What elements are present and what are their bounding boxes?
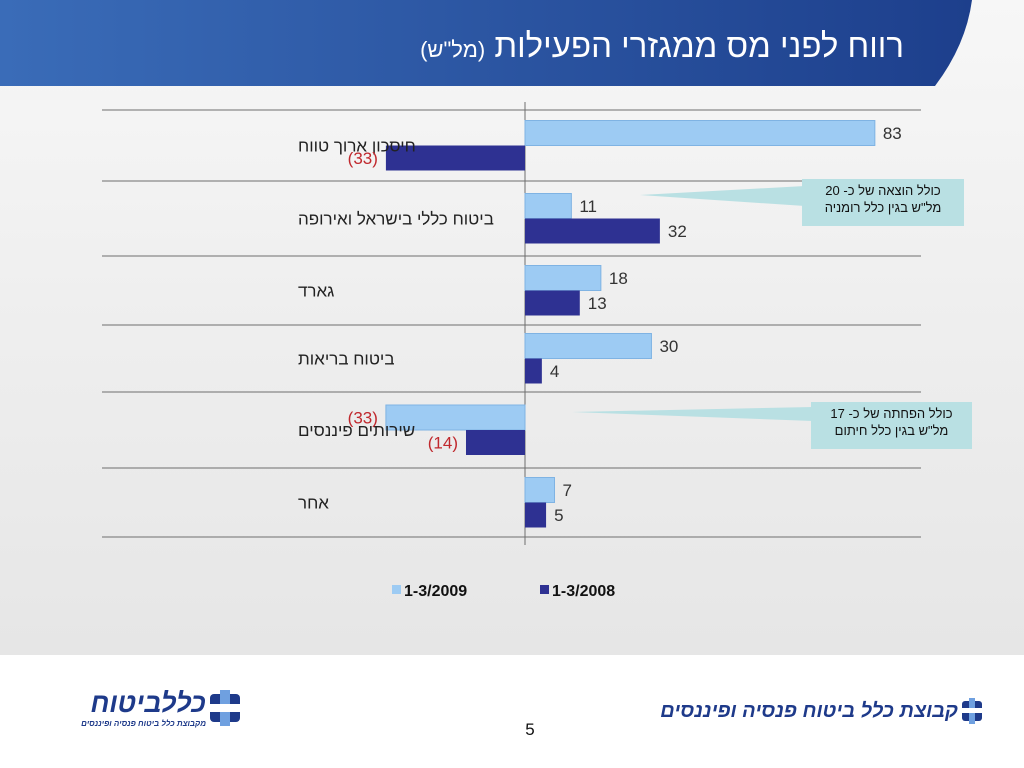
header-shape [0,0,972,86]
annotation-line: כולל הפחתה של כ- 17 [830,406,953,421]
legend-label: 1-3/2009 [404,583,467,600]
data-label: 18 [609,269,628,288]
annotation-line: מל"ש בגין כלל חיתום [834,423,949,438]
annotation-line: כולל הוצאה של כ- 20 [825,183,941,198]
callout-pointer [640,186,805,206]
data-label: 83 [883,124,902,143]
bar-series-2008 [525,502,547,528]
category-label: שירותים פיננסים [298,421,415,440]
category-label: חיסכון ארוך טווח [298,137,416,156]
bar-series-2009 [524,265,602,291]
annotation-underwriting: כולל הפחתה של כ- 17 מל"ש בגין כלל חיתום [811,402,972,449]
annotation-line: מל"ש בגין כלל רומניה [824,200,942,215]
category-label: גארד [298,282,334,301]
data-label: 7 [563,481,572,500]
data-label: 11 [579,197,597,216]
bar-series-2009 [524,477,556,503]
category-label: ביטוח בריאות [298,350,395,369]
chart: חיסכון ארוך טווח 83 (33) ביטוח כללי בישראל … [102,102,921,600]
bar-series-2009 [524,120,876,146]
chart-bars [385,120,876,528]
logo-mark-small-icon [962,698,982,724]
header-banner: רווח לפני מס ממגזרי הפעילות (מל"ש) [0,0,1024,86]
data-label: 32 [668,222,687,241]
chart-legend: 1-3/2009 1-3/2008 [392,583,615,600]
brand-logo-left: כללביטוח מקבוצת כלל ביטוח פנסיה ופיננסים [60,688,250,733]
bar-series-2008 [385,145,525,171]
bar-series-2008 [465,430,525,455]
bar-series-2008 [525,290,580,316]
bar-series-2009 [524,193,572,219]
callouts [572,186,813,421]
brand-logo-right: קבוצת כלל ביטוח פנסיה ופיננסים [660,696,986,728]
data-label: (33) [348,409,378,428]
callout-pointer [572,407,813,421]
bar-series-2009 [524,333,652,359]
legend-label: 1-3/2008 [552,583,615,600]
category-label: אחר [298,494,329,513]
logo-wordmark: כללביטוח [90,688,206,718]
bar-series-2009 [385,404,526,431]
data-label: (14) [428,434,458,453]
page-number: 5 [525,720,535,739]
data-label: 5 [554,506,563,525]
bar-series-2008 [525,218,660,244]
legend-swatch [392,585,401,594]
title-unit: (מל"ש) [420,37,486,62]
data-label: (33) [348,149,378,168]
bar-series-2008 [525,358,542,384]
title-main: רווח לפני מס ממגזרי הפעילות [494,27,904,64]
logo-subtitle: מקבוצת כלל ביטוח פנסיה ופיננסים [81,719,206,728]
group-wordmark: קבוצת כלל ביטוח פנסיה ופיננסים [660,700,958,722]
data-label: 30 [659,337,678,356]
data-label: 4 [550,362,559,381]
chart-labels: חיסכון ארוך טווח 83 (33) ביטוח כללי בישראל … [298,124,902,525]
logo-mark-icon [210,690,240,726]
annotation-romania: כולל הוצאה של כ- 20 מל"ש בגין כלל רומניה [802,179,964,226]
data-label: 13 [588,294,607,313]
page-title: רווח לפני מס ממגזרי הפעילות (מל"ש) [420,26,904,70]
category-label: ביטוח כללי בישראל ואירופה [298,210,494,229]
chart-grid [102,102,921,545]
slide-background [0,0,1024,655]
legend-swatch [540,585,549,594]
